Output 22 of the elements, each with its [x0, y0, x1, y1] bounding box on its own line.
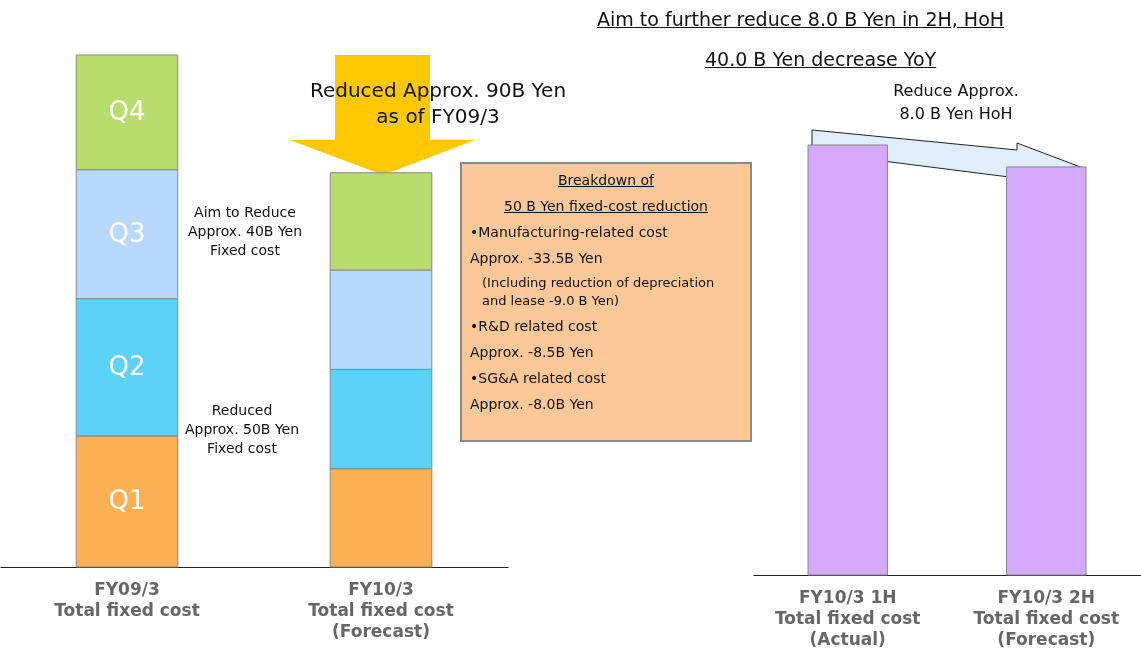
chart-subtitle: 40.0 B Yen decrease YoY: [705, 48, 937, 70]
series-label: Q2: [108, 351, 146, 382]
series-label: Q3: [108, 218, 146, 249]
chart-title: Aim to further reduce 8.0 B Yen in 2H, HoH: [597, 8, 1005, 30]
annotation: •R&D related cost: [470, 317, 599, 336]
text: Reduce Approx. 8.0 B Yen HoH: [893, 81, 1019, 123]
x-tick-label: FY10/3 Total fixed cost (Forecast): [308, 578, 454, 641]
annotation: •SG&A related cost: [470, 369, 607, 388]
series-label: Q4: [108, 96, 146, 127]
annotation: Approx. -8.0B Yen: [470, 395, 595, 414]
annotation: (Including reduction of depreciation and lease -9.0 B Yen): [481, 274, 716, 310]
x-tick-label: FY09/3 Total fixed cost: [54, 578, 200, 620]
x-tick-label: FY10/3 1H Total fixed cost (Actual): [774, 586, 921, 649]
text: Breakdown of: [557, 172, 655, 188]
annotation: 50 B Yen fixed-cost reduction: [503, 197, 709, 216]
annotation: Approx. -33.5B Yen: [470, 249, 604, 268]
annotation: Aim to Reduce Approx. 40B Yen Fixed cost: [187, 204, 303, 258]
annotation: •Manufacturing-related cost: [470, 223, 669, 242]
x-tick-label: FY10/3 2H Total fixed cost (Forecast): [973, 586, 1120, 649]
series-label: Q1: [108, 485, 146, 516]
annotation: Approx. -8.5B Yen: [470, 343, 595, 362]
annotation: Reduced Approx. 50B Yen Fixed cost: [184, 402, 300, 456]
